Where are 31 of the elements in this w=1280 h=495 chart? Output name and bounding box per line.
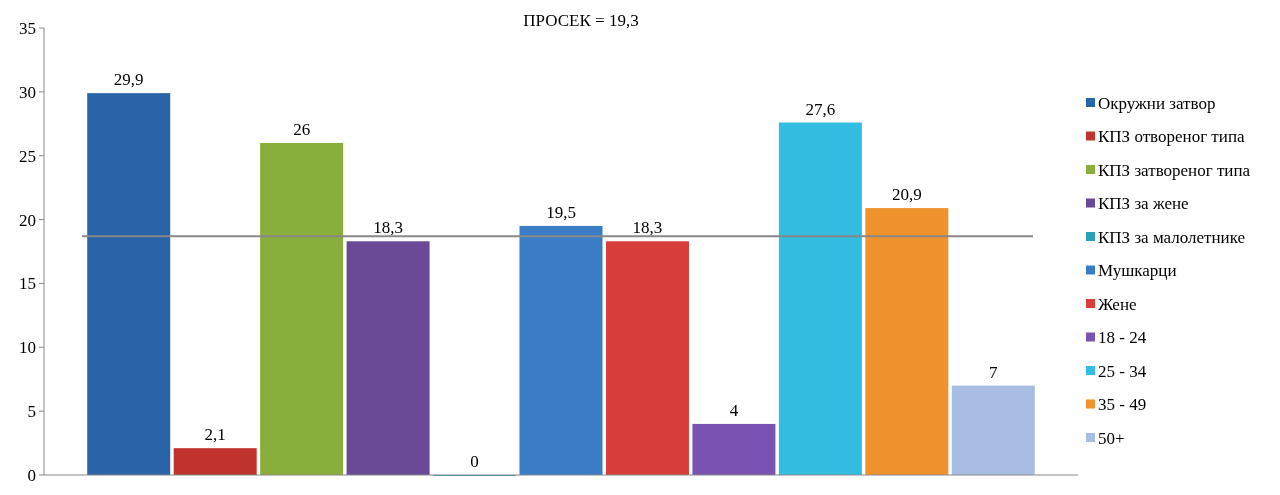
data-label: 18,3 xyxy=(632,218,663,238)
legend-label: 25 - 34 xyxy=(1098,361,1147,381)
legend-label: Окружни затвор xyxy=(1098,93,1216,113)
data-label: 7 xyxy=(989,362,999,382)
y-tick-label: 20 xyxy=(19,210,36,230)
legend-label: Жене xyxy=(1098,294,1137,314)
y-tick-label: 35 xyxy=(19,18,36,38)
y-tick-label: 25 xyxy=(19,146,36,166)
legend-label: Мушкарци xyxy=(1098,261,1177,281)
legend-label: 35 - 49 xyxy=(1098,395,1147,415)
legend-label: КПЗ за жене xyxy=(1098,194,1189,214)
chart-title: ПРОСЕК = 19,3 xyxy=(523,11,639,30)
y-tick-label: 0 xyxy=(27,465,36,485)
legend-label: КПЗ отвореног типа xyxy=(1098,127,1245,147)
data-label: 0 xyxy=(470,452,479,471)
y-tick-label: 10 xyxy=(19,338,36,358)
y-tick-label: 30 xyxy=(19,82,36,102)
legend-label: 50+ xyxy=(1098,428,1125,448)
data-label: 18,3 xyxy=(373,218,403,238)
legend-label: КПЗ затвореног типа xyxy=(1098,160,1251,180)
legend-label: КПЗ за малолетнике xyxy=(1098,227,1246,247)
y-tick-label: 5 xyxy=(27,402,36,422)
legend-label: 18 - 24 xyxy=(1098,328,1147,348)
data-label: 19,5 xyxy=(546,202,576,222)
data-label: 4 xyxy=(729,400,739,420)
data-label: 26 xyxy=(293,119,311,139)
y-tick-label: 15 xyxy=(19,274,36,294)
data-label: 27,6 xyxy=(805,99,836,119)
data-label: 2,1 xyxy=(204,425,226,445)
data-label: 29,9 xyxy=(113,70,144,90)
data-label: 20,9 xyxy=(891,185,922,205)
